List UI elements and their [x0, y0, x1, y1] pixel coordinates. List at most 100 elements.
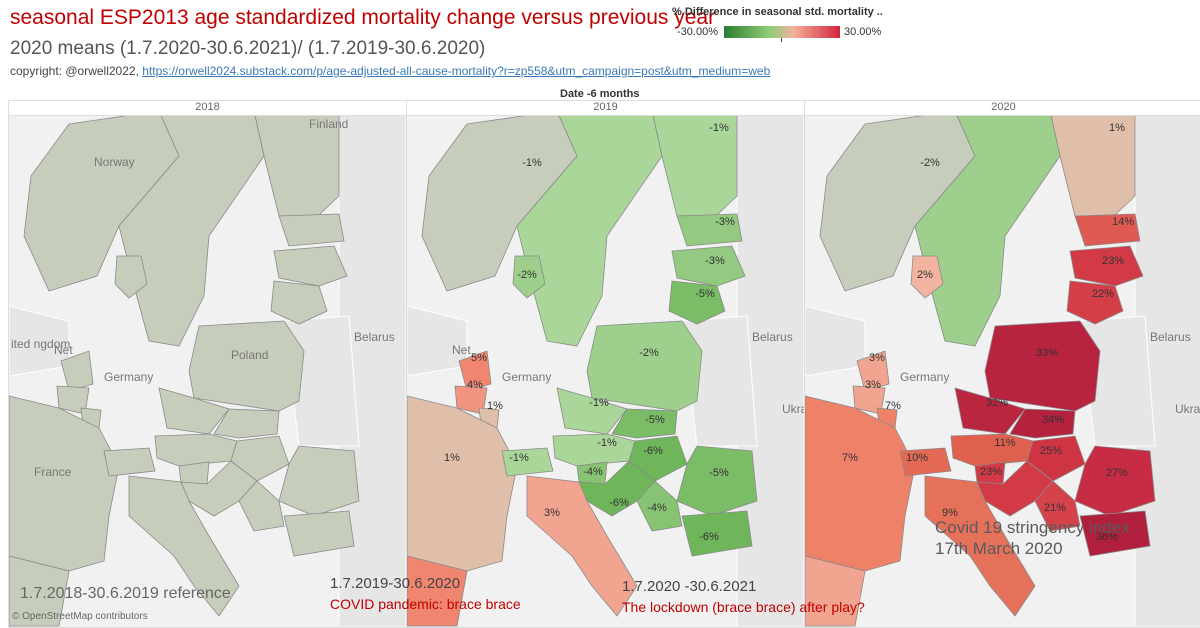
- country-lithuania-2018[interactable]: [270, 280, 328, 325]
- value-label-latvia-2019: -3%: [705, 255, 725, 267]
- label-germany: Germany: [900, 370, 949, 384]
- country-bulgaria-2019[interactable]: [681, 510, 753, 557]
- legend-min-label: -30.00%: [677, 26, 718, 38]
- country-slovakia-2020[interactable]: [1009, 408, 1076, 439]
- country-spain-2020[interactable]: [805, 555, 866, 627]
- period-2019-note: 1.7.2019-30.6.2020: [330, 575, 461, 592]
- value-label-hungary-2020: 25%: [1040, 445, 1062, 457]
- country-hungary-2018[interactable]: [230, 435, 290, 482]
- country-italy-2019[interactable]: [526, 475, 638, 617]
- value-label-france-2020: 7%: [842, 452, 858, 464]
- color-legend[interactable]: % Difference in seasonal std. mortality …: [672, 6, 887, 42]
- value-label-hungary-2019: -6%: [643, 445, 663, 457]
- country-netherlands-2018[interactable]: [60, 350, 94, 392]
- country-denmark-2018[interactable]: [114, 255, 148, 299]
- label-belarus: Belarus: [752, 330, 793, 344]
- legend-scale: -30.00% 30.00%: [672, 24, 887, 42]
- country-latvia-2020[interactable]: [1069, 245, 1144, 287]
- country-lithuania-2019[interactable]: [668, 280, 726, 325]
- value-label-czechia-2019: -1%: [589, 397, 609, 409]
- country-france-2019[interactable]: [407, 395, 518, 572]
- country-sweden-2020[interactable]: [914, 116, 1061, 347]
- label-netherlands: Net: [54, 343, 73, 357]
- value-label-denmark-2020: 2%: [917, 269, 933, 281]
- country-netherlands-2019[interactable]: [458, 350, 492, 392]
- map-2018[interactable]: Belarus Germany Norway Finland Poland France i…: [9, 116, 406, 627]
- value-label-slovenia-2020: 23%: [980, 466, 1002, 478]
- label-france: France: [34, 465, 72, 479]
- country-slovakia-2019[interactable]: [611, 408, 678, 439]
- country-austria-2020[interactable]: [950, 433, 1034, 467]
- value-label-serbia-2020: 21%: [1044, 502, 1066, 514]
- country-switzerland-2019[interactable]: [501, 447, 554, 477]
- country-estonia-2019[interactable]: [676, 213, 743, 247]
- map-2020[interactable]: Belarus Germany Ukra 1% -2% 2% 14% 23% 22% 3% 3% 7%…: [805, 116, 1200, 627]
- country-czechia-2018[interactable]: [158, 387, 230, 435]
- value-label-slovakia-2019: -5%: [645, 414, 665, 426]
- label-netherlands: Net: [452, 343, 471, 357]
- map-panel-2018[interactable]: 2018 Belarus Germany Norway Finland Poland Fr…: [8, 100, 407, 628]
- country-switzerland-2020[interactable]: [899, 447, 952, 477]
- country-sweden-2019[interactable]: [516, 116, 663, 347]
- country-czechia-2019[interactable]: [556, 387, 628, 435]
- map-panel-2020[interactable]: 2020 Belarus Germany Ukra 1% -2% 2% 14% 23% 22% 3…: [804, 100, 1200, 628]
- country-france-2020[interactable]: [805, 395, 916, 572]
- country-italy-2018[interactable]: [128, 475, 240, 617]
- legend-title: % Difference in seasonal std. mortality …: [672, 6, 883, 18]
- country-italy-2020[interactable]: [924, 475, 1036, 617]
- map-2019[interactable]: Belarus Germany Ukra Net -1% -1% -2% -3% -3% -5% 5…: [407, 116, 804, 627]
- country-switzerland-2018[interactable]: [103, 447, 156, 477]
- country-bulgaria-2018[interactable]: [283, 510, 355, 557]
- stringency-line-1: Covid 19 stringency index: [935, 518, 1130, 537]
- country-poland-2020[interactable]: [984, 320, 1101, 412]
- country-slovenia-2018[interactable]: [178, 461, 210, 485]
- value-label-slovakia-2020: 34%: [1042, 414, 1064, 426]
- country-spain-2018[interactable]: [9, 555, 70, 627]
- country-sweden-2018[interactable]: [118, 116, 265, 347]
- background-land-1: [407, 305, 468, 377]
- label-finland: Finland: [309, 117, 348, 131]
- country-estonia-2018[interactable]: [278, 213, 345, 247]
- country-denmark-2019[interactable]: [512, 255, 546, 299]
- country-serbia-2020[interactable]: [1034, 480, 1081, 532]
- country-hungary-2020[interactable]: [1026, 435, 1086, 482]
- country-poland-2018[interactable]: [188, 320, 305, 412]
- label-norway: Norway: [94, 155, 135, 169]
- country-slovakia-2018[interactable]: [213, 408, 280, 439]
- country-hungary-2019[interactable]: [628, 435, 688, 482]
- country-latvia-2018[interactable]: [273, 245, 348, 287]
- label-ukraine: Ukra: [1175, 402, 1200, 416]
- value-label-poland-2019: -2%: [639, 347, 659, 359]
- country-france-2018[interactable]: [9, 395, 120, 572]
- covid-pandemic-note: COVID pandemic: brace brace: [330, 596, 521, 612]
- country-czechia-2020[interactable]: [954, 387, 1026, 435]
- panel-header-2019: 2019: [407, 101, 804, 116]
- country-latvia-2019[interactable]: [671, 245, 746, 287]
- legend-zero-tick: [781, 38, 782, 42]
- source-link[interactable]: https://orwell2024.substack.com/p/age-ad…: [142, 64, 771, 78]
- value-label-belgium-2020: 3%: [865, 379, 881, 391]
- country-denmark-2020[interactable]: [910, 255, 944, 299]
- country-poland-2019[interactable]: [586, 320, 703, 412]
- label-poland: Poland: [231, 348, 268, 362]
- value-label-netherlands-2019: 5%: [471, 352, 487, 364]
- country-serbia-2018[interactable]: [238, 480, 285, 532]
- country-austria-2018[interactable]: [154, 433, 238, 467]
- country-estonia-2020[interactable]: [1074, 213, 1141, 247]
- country-austria-2019[interactable]: [552, 433, 636, 467]
- value-label-sweden-2019: -1%: [522, 157, 542, 169]
- country-spain-2019[interactable]: [407, 555, 468, 627]
- value-label-croatia-2019: -6%: [609, 497, 629, 509]
- label-belarus: Belarus: [354, 330, 395, 344]
- country-serbia-2019[interactable]: [636, 480, 683, 532]
- stringency-line-2: 17th March 2020: [935, 539, 1063, 558]
- period-2020-note: 1.7.2020 -30.6.2021: [622, 578, 757, 595]
- label-uk: ited ngdom: [11, 337, 70, 351]
- country-bulgaria-2020[interactable]: [1079, 510, 1151, 557]
- value-label-luxembourg-2019: 1%: [487, 400, 503, 412]
- country-netherlands-2020[interactable]: [856, 350, 890, 392]
- value-label-italy-2020: 9%: [942, 507, 958, 519]
- map-panel-2019[interactable]: 2019 Belarus Germany Ukra Net -1% -1% -2% -3% -3…: [406, 100, 805, 628]
- value-label-estonia-2020: 14%: [1112, 216, 1134, 228]
- country-lithuania-2020[interactable]: [1066, 280, 1124, 325]
